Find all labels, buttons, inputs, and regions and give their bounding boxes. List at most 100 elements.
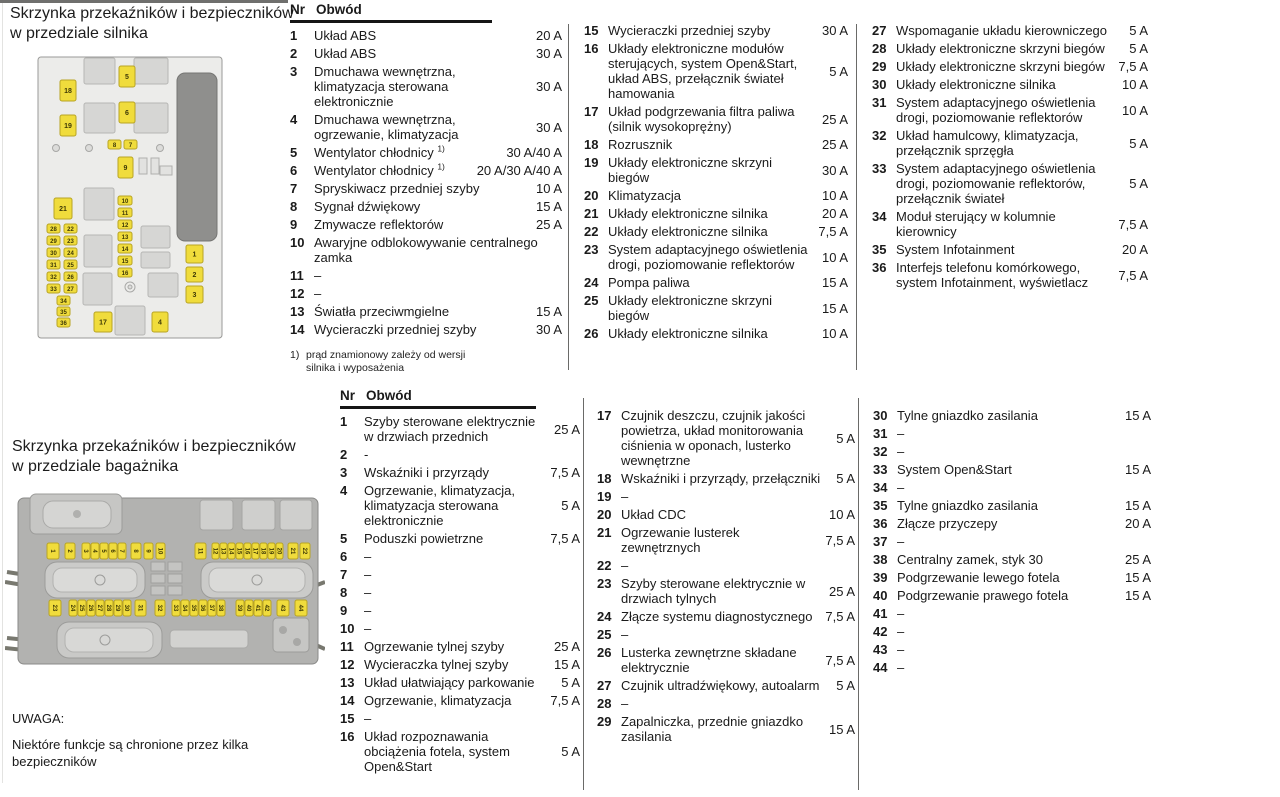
fuse-amp-rating: 30 A xyxy=(535,46,562,61)
fuse-rows: 27 Wspomaganie układu kierowniczego 5 A 28 U… xyxy=(872,23,1148,290)
fuse-cell-number: 12 xyxy=(212,548,218,555)
fuse-row: 11– xyxy=(290,268,562,283)
fuse-cell-number: 26 xyxy=(67,275,74,281)
fuse-row: 20 Klimatyzacja 10 A xyxy=(584,188,848,203)
fuse-row: 16 Układy elektroniczne modułów sterujący… xyxy=(584,41,848,101)
fuse-row: 23 Szyby sterowane elektrycznie w drzwiac… xyxy=(597,576,855,606)
fuse-number: 24 xyxy=(597,609,612,624)
fuse-cell xyxy=(63,223,78,234)
fuse-amp-rating: 5 A xyxy=(1129,135,1148,151)
fuse-cell xyxy=(276,599,290,617)
fuse-amp-rating: 5 A xyxy=(836,678,855,693)
fuse-amp-rating: 5 A xyxy=(561,498,580,513)
fuse-cell-number: 44 xyxy=(297,605,303,612)
fuse-rows: 17 Czujnik deszczu, czujnik jakości powie… xyxy=(597,408,855,744)
fuse-cell xyxy=(68,599,78,617)
column-divider xyxy=(568,24,569,370)
fuse-amp-rating: 7,5 A xyxy=(818,224,848,239)
fuse-cell xyxy=(185,266,204,283)
fuse-circuit-label: Układ hamulcowy, klimatyzacja, przełączn… xyxy=(896,128,1079,158)
fuse-cell-number: 8 xyxy=(113,143,117,149)
fuse-cell xyxy=(130,542,142,560)
fuse-row: 4 Dmuchawa wewnętrzna, ogrzewanie, klimat… xyxy=(290,112,562,142)
fuse-cell-number: 27 xyxy=(96,605,102,612)
fuse-cell-number: 25 xyxy=(78,605,84,612)
fuse-number: 16 xyxy=(584,41,599,56)
fuse-cell xyxy=(56,295,71,306)
small-modules xyxy=(138,157,173,176)
fuse-amp-rating: 7,5 A xyxy=(1118,216,1148,232)
fuse-number: 26 xyxy=(597,645,612,660)
fuse-cell xyxy=(117,231,133,242)
fuse-cell xyxy=(194,542,207,560)
header-nr: Nr xyxy=(290,2,306,17)
fuse-number: 24 xyxy=(584,275,599,290)
fuse-row: 38 Centralny zamek, styk 30 25 A xyxy=(873,552,1151,567)
fuse-amp-rating: 5 A xyxy=(561,675,580,690)
fuse-cell-number: 31 xyxy=(137,605,143,612)
fuse-row: 41– xyxy=(873,606,1151,621)
scan-edge-artifact-left xyxy=(2,3,3,783)
fuse-circuit-label: Układ podgrzewania filtra paliwa (silnik… xyxy=(608,104,795,134)
fuse-number: 43 xyxy=(873,642,888,657)
fuse-cell xyxy=(235,599,245,617)
fuse-cell-number: 11 xyxy=(122,211,129,217)
fuse-cell xyxy=(151,311,169,333)
fuse-cell xyxy=(117,207,133,218)
fuse-number: 8 xyxy=(340,585,348,600)
fuse-number: 5 xyxy=(290,145,298,160)
fuse-number: 10 xyxy=(290,235,305,250)
fuse-number: 9 xyxy=(290,217,298,232)
fuse-cell xyxy=(117,219,133,230)
fuse-cell xyxy=(275,542,284,560)
fuse-circuit-label: – xyxy=(364,585,372,600)
fuse-amp-rating: 25 A xyxy=(821,137,848,152)
fuse-cell xyxy=(93,311,113,333)
fuse-circuit-label: Układy elektroniczne modułów sterujących… xyxy=(608,41,798,101)
fuse-row: 14 Ogrzewanie, klimatyzacja 7,5 A xyxy=(340,693,580,708)
fuse-row: 14 Wycieraczki przedniej szyby 30 A xyxy=(290,322,562,337)
fuse-row: 5 Wentylator chłodnicy 1) 30 A/40 A xyxy=(290,143,562,160)
fuse-row: 16 Układ rozpoznawania obciążenia fotela,… xyxy=(340,729,580,774)
fuse-row: 8 Sygnał dźwiękowy 15 A xyxy=(290,199,562,214)
fuse-cell-number: 9 xyxy=(145,549,151,553)
fuse-amp-rating: 30 A xyxy=(535,322,562,337)
fuse-cell-number: 28 xyxy=(105,605,111,612)
fuse-cell xyxy=(46,542,60,560)
fuse-cell-number: 29 xyxy=(50,239,57,245)
fuse-circuit-label: Wentylator chłodnicy 1) xyxy=(314,143,445,160)
fuse-number: 18 xyxy=(584,137,599,152)
fuse-cell xyxy=(63,283,78,294)
fuse-amp-rating: 5 A xyxy=(1129,41,1148,56)
fuse-cell-number: 5 xyxy=(125,74,129,81)
fuse-number: 10 xyxy=(340,621,355,636)
fuse-amp-rating: 30 A xyxy=(821,162,848,178)
column-divider xyxy=(583,398,584,790)
fuse-circuit-label: Dmuchawa wewnętrzna, ogrzewanie, klimaty… xyxy=(314,112,459,142)
fuse-row: 23 System adaptacyjnego oświetlenia drogi… xyxy=(584,242,848,272)
fuse-circuit-label: Tylne gniazdko zasilania xyxy=(897,408,1038,423)
fuse-cell-number: 18 xyxy=(260,548,266,555)
fuse-cell xyxy=(48,599,62,617)
fuse-amp-rating: 15 A xyxy=(535,199,562,214)
fuse-row: 34– xyxy=(873,480,1151,495)
fuse-row: 18 Wskaźniki i przyrządy, przełączniki 5 A xyxy=(597,471,855,486)
fuse-cell xyxy=(259,542,268,560)
fuse-circuit-label: Układy elektroniczne skrzyni biegów xyxy=(608,155,773,185)
fuse-row: 5 Poduszki powietrzne 7,5 A xyxy=(340,531,580,546)
fuse-cell xyxy=(63,259,78,270)
fuse-number: 22 xyxy=(597,558,612,573)
fuse-cell xyxy=(117,243,133,254)
fuse-number: 21 xyxy=(597,525,612,540)
fuse-amp-rating: 5 A xyxy=(836,471,855,486)
fuse-circuit-label: Wycieraczka tylnej szyby xyxy=(364,657,509,672)
fuse-circuit-label: Układ CDC xyxy=(621,507,687,522)
fuse-circuit-label: Spryskiwacz przedniej szyby xyxy=(314,181,480,196)
fuse-cell xyxy=(117,542,127,560)
fuse-circuit-label: – xyxy=(897,660,905,675)
fuse-cell xyxy=(95,599,105,617)
fuse-row: 27 Czujnik ultradźwiękowy, autoalarm 5 A xyxy=(597,678,855,693)
fuse-amp-rating: 7,5 A xyxy=(550,465,580,480)
fuse-number: 1 xyxy=(290,28,298,43)
